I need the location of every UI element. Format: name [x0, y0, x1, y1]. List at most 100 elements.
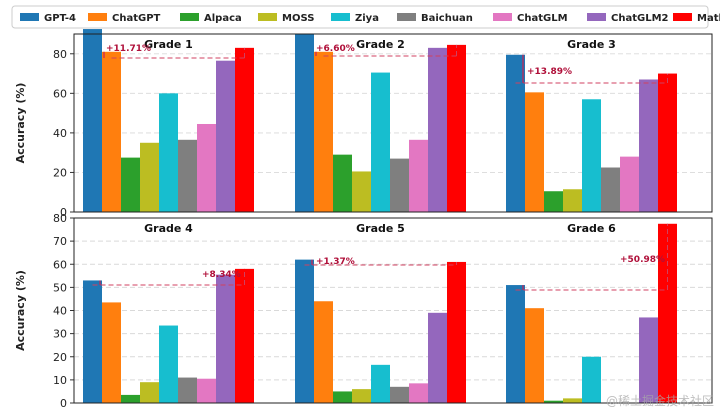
y-axis-label: Accuracy (%): [14, 83, 27, 164]
bar-grade-1-mathglm: [235, 47, 254, 212]
bar-grade-4-chatglm2: [216, 274, 235, 403]
panel-2: 0 10 20 30 40 50 60 70 80 Accuracy (%) Grade 4 +8.3…: [14, 212, 713, 410]
bar-grade-5-chatglm: [409, 383, 428, 403]
bar-grade-1-baichuan: [178, 139, 197, 212]
bar-grade-6-alpaca: [544, 400, 563, 403]
bar-grade-4-mathglm: [235, 268, 254, 403]
group-grade-4: Grade 4 +8.34%: [83, 222, 254, 403]
y-tick-label-20: 20: [53, 351, 67, 364]
legend-swatch-moss: [258, 13, 277, 21]
bar-grade-4-chatgpt: [102, 302, 121, 403]
group-grade-5: Grade 5 +1.37%: [295, 222, 466, 403]
panel-frame: [73, 33, 713, 213]
bar-grade-3-gpt-4: [506, 54, 525, 213]
legend-label-mathglm: MathGLM: [697, 13, 720, 24]
bar-grade-1-chatglm: [197, 123, 216, 212]
bar-grade-3-moss: [563, 189, 582, 212]
bar-grade-3-chatglm: [620, 156, 639, 212]
bar-grade-3-chatglm2: [639, 79, 658, 212]
group-title-grade-3: Grade 3: [567, 38, 616, 51]
bar-grade-4-baichuan: [178, 377, 197, 403]
bar-grade-5-ziya: [371, 364, 390, 403]
bar-grade-5-chatglm2: [428, 312, 447, 403]
group-grade-6: Grade 6 +50.98%: [506, 222, 677, 403]
annotation-grade-4: +8.34%: [92, 268, 245, 286]
annotation-grade-6: +50.98%: [515, 223, 668, 291]
bar-grade-5-gpt-4: [295, 259, 314, 403]
group-title-grade-1: Grade 1: [144, 38, 193, 51]
bar-grade-4-chatglm: [197, 378, 216, 403]
group-grade-1: Grade 1+11.71%: [83, 29, 254, 213]
y-tick-label-40: 40: [53, 127, 67, 140]
y-tick-label-60: 60: [53, 87, 67, 100]
bar-grade-1-alpaca: [121, 157, 140, 212]
annotation-grade-1: +11.71%: [103, 44, 245, 59]
bar-grade-1-chatgpt: [102, 51, 121, 212]
legend-swatch-ziya: [331, 13, 350, 21]
group-title-grade-2: Grade 2: [356, 38, 405, 51]
bar-grade-6-chatglm2: [639, 317, 658, 403]
y-tick-label-80: 80: [53, 48, 67, 61]
group-title-grade-5: Grade 5: [356, 222, 405, 235]
group-title-grade-4: Grade 4: [144, 222, 193, 235]
bar-grade-1-ziya: [159, 93, 178, 212]
bar-grade-3-alpaca: [544, 191, 563, 212]
legend-label-moss: MOSS: [282, 13, 314, 24]
bar-grade-1-moss: [140, 142, 159, 212]
bar-grade-5-mathglm: [447, 261, 466, 403]
bar-grade-2-chatglm: [409, 139, 428, 212]
legend-label-ziya: Ziya: [355, 13, 379, 24]
y-tick-label-0: 0: [60, 397, 67, 410]
bar-grade-2-chatglm2: [428, 47, 447, 212]
legend-frame: [11, 5, 709, 29]
annotation-label-grade-1: +11.71%: [106, 44, 151, 54]
annotation-label-grade-2: +6.60%: [316, 44, 355, 54]
bar-grade-6-mathglm: [658, 223, 677, 403]
y-tick-label-60: 60: [53, 258, 67, 271]
annotation-grade-5: +1.37%: [304, 257, 457, 267]
bar-grade-4-moss: [140, 382, 159, 403]
y-tick-label-10: 10: [53, 374, 67, 387]
bar-grade-3-baichuan: [601, 167, 620, 212]
legend-label-baichuan: Baichuan: [421, 13, 473, 24]
legend-label-chatglm2: ChatGLM2: [611, 13, 669, 24]
panel-frame: [73, 217, 713, 404]
legend-label-chatgpt: ChatGPT: [112, 13, 161, 24]
bar-grade-3-ziya: [582, 99, 601, 212]
legend-swatch-gpt-4: [20, 13, 39, 21]
annotation-grade-3: +13.89%: [515, 54, 668, 84]
y-axis-label: Accuracy (%): [14, 270, 27, 351]
annotation-label-grade-4: +8.34%: [202, 270, 241, 280]
bar-grade-5-alpaca: [333, 391, 352, 403]
bar-grade-2-moss: [352, 171, 371, 212]
legend-swatch-baichuan: [397, 13, 416, 21]
bar-grade-2-chatgpt: [314, 51, 333, 212]
y-tick-label-80: 80: [53, 212, 67, 225]
bar-grade-6-chatgpt: [525, 308, 544, 403]
legend-swatch-chatgpt: [88, 13, 107, 21]
bar-grade-2-ziya: [371, 72, 390, 212]
annotation-grade-2: +6.60%: [315, 44, 457, 57]
bar-grade-3-chatgpt: [525, 92, 544, 212]
bar-grade-6-moss: [563, 398, 582, 403]
bar-grade-2-alpaca: [333, 154, 352, 212]
annotation-label-grade-3: +13.89%: [527, 67, 572, 77]
bar-grade-3-mathglm: [658, 73, 677, 212]
bar-grade-4-alpaca: [121, 394, 140, 403]
y-tick-label-70: 70: [53, 235, 67, 248]
legend: GPT-4 ChatGPT Alpaca MOSS Ziya Baichuan ChatGL…: [11, 5, 720, 29]
watermark-text: @稀土掘金技术社区: [605, 394, 714, 408]
y-tick-label-50: 50: [53, 281, 67, 294]
legend-label-gpt-4: GPT-4: [44, 13, 76, 24]
legend-swatch-alpaca: [180, 13, 199, 21]
legend-swatch-chatglm2: [587, 13, 606, 21]
bar-grade-4-ziya: [159, 325, 178, 403]
bar-grade-5-moss: [352, 389, 371, 403]
y-tick-label-20: 20: [53, 166, 67, 179]
legend-swatch-chatglm: [493, 13, 512, 21]
bar-grade-6-gpt-4: [506, 285, 525, 403]
bar-grade-5-baichuan: [390, 386, 409, 403]
